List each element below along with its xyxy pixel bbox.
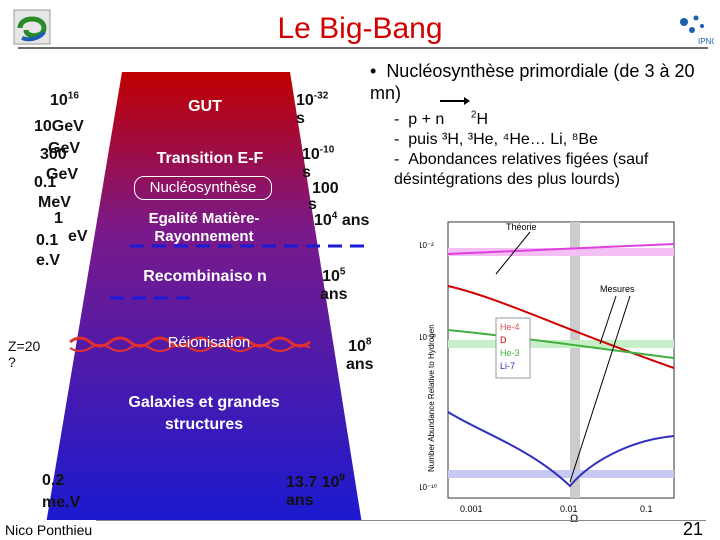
title-divider [18,47,708,49]
time-label-6: 108 ans [346,336,374,373]
logo-right: IPNO [672,10,718,48]
label-egalite: Egalité Matière-Rayonnement [148,210,260,245]
curve-he4 [447,243,675,255]
bullet-sub-2: - puis ³H, ³He, ⁴He… Li, ⁸Be [394,131,598,148]
energy-label-0-1: 0.1 [34,174,57,191]
bigbang-cone-diagram [46,72,370,520]
band-li7 [448,470,674,478]
time-label-2-unit: s [302,164,311,181]
graph-measures-label: Mesures [600,284,635,294]
band-he4 [448,248,674,256]
ytick-2: 10⁻⁵ [420,333,434,342]
ytick-1: 10⁻² [420,241,434,250]
energy-label-gev-2: GeV [46,166,79,183]
xtick-2: 0.01 [560,504,578,514]
wavy-line-red-2 [69,344,311,352]
ytick-3: 10⁻¹⁰ [420,483,437,492]
curve-he3 [447,329,675,359]
label-recombinaison: Recombinaiso n [143,268,267,285]
wavy-line-red [69,336,311,348]
label-reionisation: Réionisation [167,334,251,351]
legend-li7: Li-7 [500,361,515,371]
energy-label-1: 1 [54,210,63,227]
xtick-1: 0.001 [460,504,483,514]
svg-text:IPNO: IPNO [698,37,714,46]
bullet-list: • Nucléosynthèse primordiale (de 3 à 20 … [370,60,720,194]
time-label-5: 105 ans [320,266,348,303]
bottom-energy-label: 0.2 me.V [42,472,81,511]
label-gut: GUT [188,98,222,115]
time-label-4: 104 ans [314,210,370,229]
time-label-1: 10-32 s [296,90,329,127]
xtick-3: 0.1 [640,504,653,514]
bullet-main: • Nucléosynthèse primordiale (de 3 à 20 … [370,61,695,103]
energy-label-ev: eV [68,228,88,245]
author: Nico Ponthieu [5,522,93,538]
page-number: 21 [683,519,704,539]
energy-label-10-gev: 10GeV [34,118,84,135]
label-transition: Transition E-F [156,150,264,167]
label-galaxies: Galaxies et grandes structures [128,394,280,433]
energy-label-1016: 1016 [50,90,79,109]
logo-left [12,8,52,46]
legend-he3: He-3 [500,348,520,358]
energy-label-mev: MeV [38,194,71,211]
bullet-sub-1: - p + n 2H [394,109,489,128]
graph-xlabel: Ω [570,513,578,524]
pointer-theory [495,231,531,275]
bullet-sub-3: - Abondances relatives figées (sauf dési… [394,151,649,188]
arrow-icon [440,97,470,105]
energy-label-0-1-ev: 0.1 [36,232,59,249]
abundance-graph: He-4 D He-3 Li-7 Théorie Mesures Number … [420,221,675,524]
vertical-band [570,222,580,498]
page-title: Le Big-Bang [277,12,443,45]
graph-ylabel: Number Abundance Relative to Hydrogen [427,324,436,472]
time-label-3: 100 [312,180,339,197]
pointer-measure-1 [599,295,617,345]
energy-label-300-gev: GeV [48,140,81,157]
curve-li7 [447,411,675,488]
legend-he4: He-4 [500,322,520,332]
time-label-7: 13.7 109 ans [286,472,345,509]
energy-label-e-v: e.V [36,252,61,269]
graph-theory-label: Théorie [506,222,537,232]
legend-d: D [500,335,507,345]
pointer-measure-2 [569,295,631,483]
z-label: Z=20 ? [8,338,41,370]
cone-shape [46,72,362,520]
time-label-2: 10-10 [302,144,335,163]
energy-label-300: 300 [40,146,67,163]
label-nucleosynthese: Nucléosynthèse [134,176,272,200]
time-label-3-unit: s [308,196,317,213]
footer-divider [96,520,706,521]
